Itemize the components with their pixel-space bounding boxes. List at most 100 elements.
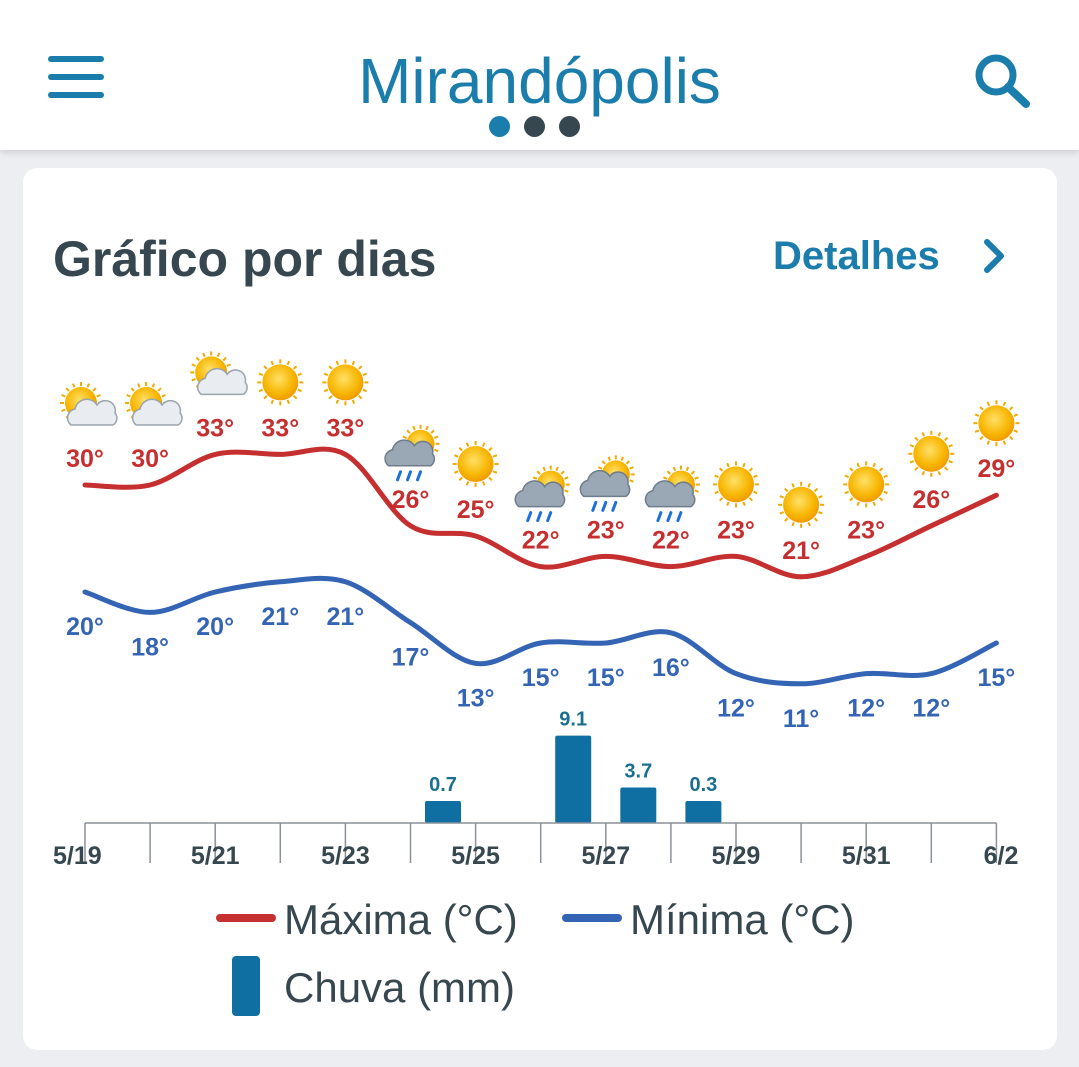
sun-ray xyxy=(488,476,493,481)
search-icon[interactable] xyxy=(970,50,1034,110)
sun-ray xyxy=(96,394,101,398)
sun-ray xyxy=(335,399,340,405)
sun-ray xyxy=(719,467,724,472)
sun-icon xyxy=(908,430,955,477)
sun-ray xyxy=(433,435,439,439)
sun-ray xyxy=(791,521,795,527)
max-temp-label: 26° xyxy=(392,486,430,514)
sun-ray xyxy=(726,462,730,468)
min-temp-label: 21° xyxy=(261,603,299,631)
sun-ray xyxy=(629,466,634,470)
legend-max-label: Máxima (°C) xyxy=(284,896,518,943)
min-temp-label: 12° xyxy=(717,695,755,723)
sun-ray xyxy=(844,474,850,479)
sun-ray xyxy=(258,372,264,377)
sun-ray xyxy=(726,501,730,507)
sun-ray xyxy=(791,483,795,488)
rain-icon xyxy=(384,424,440,482)
sun-ray xyxy=(629,479,634,483)
max-temp-label: 23° xyxy=(717,516,755,544)
sun-ray xyxy=(856,462,860,468)
x-tick-label: 5/23 xyxy=(321,842,370,870)
page-dot-1[interactable] xyxy=(489,116,510,137)
sun-ray xyxy=(625,460,630,465)
details-link[interactable]: Detalhes xyxy=(773,234,940,278)
partly-cloudy-icon xyxy=(60,382,118,426)
max-temp-label: 21° xyxy=(782,537,820,565)
sun-ray xyxy=(719,497,724,502)
sun-ray xyxy=(465,481,470,486)
max-temp-label: 33° xyxy=(326,414,364,442)
sun-ray xyxy=(216,352,221,358)
sun-ray xyxy=(813,487,819,493)
sun-ray xyxy=(878,467,884,472)
page-dot-2[interactable] xyxy=(524,116,545,137)
sun-ray xyxy=(61,408,66,412)
hamburger-menu-icon[interactable] xyxy=(48,56,104,98)
sun-ray xyxy=(685,466,690,472)
rain-bar xyxy=(685,801,722,823)
partly-cloudy-icon xyxy=(125,382,183,426)
min-temp-label: 17° xyxy=(392,644,430,672)
app-header: Mirandópolis xyxy=(0,0,1079,150)
sun-icon xyxy=(973,400,1020,447)
sun-ray xyxy=(86,383,90,388)
sun-ray xyxy=(883,474,888,479)
sun-ray xyxy=(849,497,854,502)
rain-icon xyxy=(514,465,570,523)
sun-ray xyxy=(607,456,611,461)
sun-ray xyxy=(433,448,439,452)
sun-ray xyxy=(258,388,264,393)
sun-ray xyxy=(61,394,66,398)
sun-ray xyxy=(878,497,884,502)
sun-ray xyxy=(65,387,70,392)
min-temp-label: 13° xyxy=(457,684,495,712)
city-title[interactable]: Mirandópolis xyxy=(358,45,721,117)
sun-ray xyxy=(362,388,368,393)
sun-ray xyxy=(714,490,719,495)
rain-drop xyxy=(546,511,553,523)
sun-ray xyxy=(909,460,915,464)
sun-ray xyxy=(92,387,97,392)
sun-ray xyxy=(458,447,463,452)
sun-ray xyxy=(807,483,811,488)
sun-ray xyxy=(406,429,411,434)
chevron-right-icon[interactable] xyxy=(981,236,1009,276)
sun-ray xyxy=(690,470,696,475)
sun-ray xyxy=(351,399,356,405)
legend-max-swatch xyxy=(216,914,276,922)
sun-ray xyxy=(748,467,753,472)
sun-ray xyxy=(430,429,435,434)
min-temp-label: 15° xyxy=(977,664,1015,692)
sun-ray xyxy=(323,372,329,377)
min-temp-label: 11° xyxy=(783,705,819,733)
x-tick-label: 5/27 xyxy=(581,842,630,870)
sun-ray xyxy=(856,501,860,507)
rain-bar xyxy=(620,787,657,823)
sun-ray xyxy=(979,435,984,441)
sun-ray xyxy=(492,470,498,474)
sun-ray xyxy=(948,444,953,448)
sun-ray xyxy=(742,501,746,507)
cloud-shape xyxy=(384,439,436,467)
sun-ray xyxy=(921,470,925,476)
sun-ray xyxy=(944,466,949,471)
sun-disc xyxy=(783,486,820,523)
x-tick-label: 5/21 xyxy=(191,842,240,870)
sun-ray xyxy=(597,466,603,470)
rain-drop xyxy=(676,511,683,523)
sun-ray xyxy=(323,388,329,393)
max-temp-label: 33° xyxy=(261,414,299,442)
page-dot-3[interactable] xyxy=(559,116,580,137)
max-temp-label: 22° xyxy=(652,527,690,555)
sun-ray xyxy=(191,363,196,367)
partly-cloudy-icon xyxy=(190,351,248,396)
sun-ray xyxy=(748,497,753,502)
rain-drop xyxy=(591,500,598,512)
sun-ray xyxy=(979,406,984,411)
sun-ray xyxy=(297,388,302,393)
sun-ray xyxy=(270,360,274,366)
sun-ray xyxy=(714,474,719,479)
sun-ray xyxy=(844,490,850,495)
